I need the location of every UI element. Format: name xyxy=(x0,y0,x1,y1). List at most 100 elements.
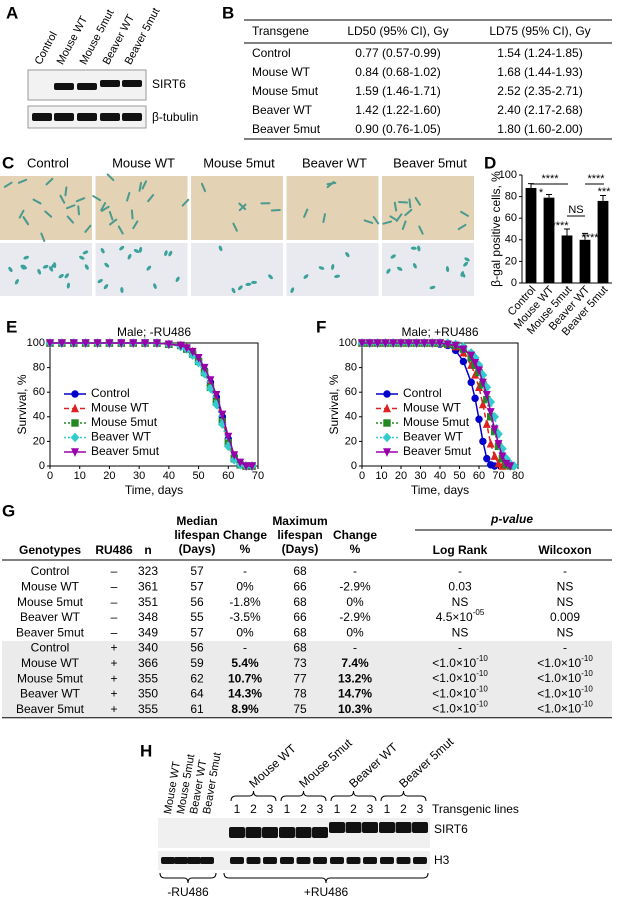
band xyxy=(362,822,378,833)
lane-number: 1 xyxy=(384,802,391,816)
cell-exponent: -10 xyxy=(476,669,488,678)
table-cell: Mouse 5mut xyxy=(252,84,319,98)
table-cell: 2.52 (2.35-2.71) xyxy=(497,84,582,98)
table-header: LD75 (95% CI), Gy xyxy=(489,24,590,38)
table-header: lifespan xyxy=(277,528,322,542)
band xyxy=(77,113,97,121)
table-cell: + xyxy=(110,656,117,670)
cell-base: <1.0×10 xyxy=(537,656,581,670)
cell xyxy=(404,208,413,217)
table-cell: 355 xyxy=(138,702,158,716)
table-cell: 0.03 xyxy=(448,579,472,593)
significance: **** xyxy=(587,173,605,185)
cell xyxy=(412,262,417,269)
table-cell: 59 xyxy=(190,656,204,670)
band xyxy=(295,827,312,838)
cell xyxy=(100,202,107,212)
band xyxy=(380,857,394,864)
cell xyxy=(141,180,148,190)
table-header: Change xyxy=(223,528,267,542)
y-tick-label: 20 xyxy=(33,435,45,447)
x-tick-label: 20 xyxy=(395,470,407,482)
cell-base: <1.0×10 xyxy=(432,687,476,701)
table-cell: 0.77 (0.57-0.99) xyxy=(355,46,440,60)
bar xyxy=(597,200,609,283)
cell-base: <1.0×10 xyxy=(537,671,581,685)
significance: **** xyxy=(581,232,599,244)
column-label: Control xyxy=(27,155,69,170)
cell xyxy=(84,264,89,270)
table-cell: 66 xyxy=(293,610,307,624)
cell xyxy=(237,285,243,291)
band-label: β-tubulin xyxy=(152,110,198,124)
cell xyxy=(20,264,26,270)
table-cell: Mouse WT xyxy=(252,65,311,79)
cell xyxy=(138,246,143,253)
cell xyxy=(138,181,142,192)
band xyxy=(330,857,344,864)
table-header: (Days) xyxy=(282,542,319,556)
table-cell: 5.4% xyxy=(231,656,259,670)
panel-letter: A xyxy=(6,3,18,22)
cell xyxy=(181,198,190,207)
legend-marker xyxy=(71,419,79,427)
band-label: SIRT6 xyxy=(152,77,186,91)
panel-letter: F xyxy=(316,317,326,336)
marker xyxy=(459,357,468,366)
marker xyxy=(412,339,421,348)
table-cell: 361 xyxy=(138,579,158,593)
band xyxy=(122,80,142,87)
x-tick-label: 0 xyxy=(47,470,53,482)
legend-label: Control xyxy=(403,386,442,400)
band xyxy=(412,822,428,833)
marker xyxy=(420,339,429,348)
band xyxy=(200,857,214,864)
cell xyxy=(130,209,134,220)
marker xyxy=(389,339,398,348)
marker xyxy=(358,339,366,348)
group-label: Beaver 5mut xyxy=(396,734,456,790)
cell xyxy=(75,197,86,203)
cell xyxy=(238,202,247,211)
table-cell: 57 xyxy=(190,579,204,593)
x-tick-label: 10 xyxy=(375,470,387,482)
y-axis-label: β-gal positive cells, % xyxy=(489,171,503,287)
significance: * xyxy=(539,187,544,199)
error-bar xyxy=(546,193,552,198)
table-cell: NS xyxy=(557,595,574,609)
table-cell: Mouse 5mut xyxy=(17,671,84,685)
table-cell: 340 xyxy=(138,641,158,655)
marker xyxy=(490,425,499,434)
table-cell: + xyxy=(110,641,117,655)
cell xyxy=(58,274,64,279)
marker xyxy=(494,440,503,449)
marker xyxy=(218,410,227,420)
table-header: Transgene xyxy=(252,24,309,38)
cell-base: <1.0×10 xyxy=(537,702,581,716)
marker xyxy=(69,339,78,348)
marker xyxy=(404,339,413,348)
y-tick-label: 100 xyxy=(499,169,517,181)
cell xyxy=(318,266,325,270)
table-cell: 323 xyxy=(138,564,158,578)
table-header: Log Rank xyxy=(433,543,488,557)
table-cell: Mouse WT xyxy=(21,656,80,670)
table-cell: 62 xyxy=(190,671,204,685)
lines-label: Transgenic lines xyxy=(432,802,519,816)
group-label: Mouse 5mut xyxy=(296,736,355,791)
marker xyxy=(129,339,138,348)
x-tick-label: 40 xyxy=(434,470,446,482)
cell xyxy=(363,219,374,224)
table-cell: - xyxy=(563,564,567,578)
row-shade xyxy=(2,640,612,718)
marker xyxy=(200,363,209,373)
marker xyxy=(467,378,475,387)
x-tick-label: 10 xyxy=(74,470,86,482)
lane-number: 2 xyxy=(400,802,407,816)
panel-letter: H xyxy=(140,741,152,760)
y-tick-label: 100 xyxy=(339,337,357,349)
micrograph xyxy=(0,243,92,296)
x-tick-label: 30 xyxy=(414,470,426,482)
panel-letter: B xyxy=(222,3,234,22)
column-label: Beaver 5mut xyxy=(393,155,467,170)
